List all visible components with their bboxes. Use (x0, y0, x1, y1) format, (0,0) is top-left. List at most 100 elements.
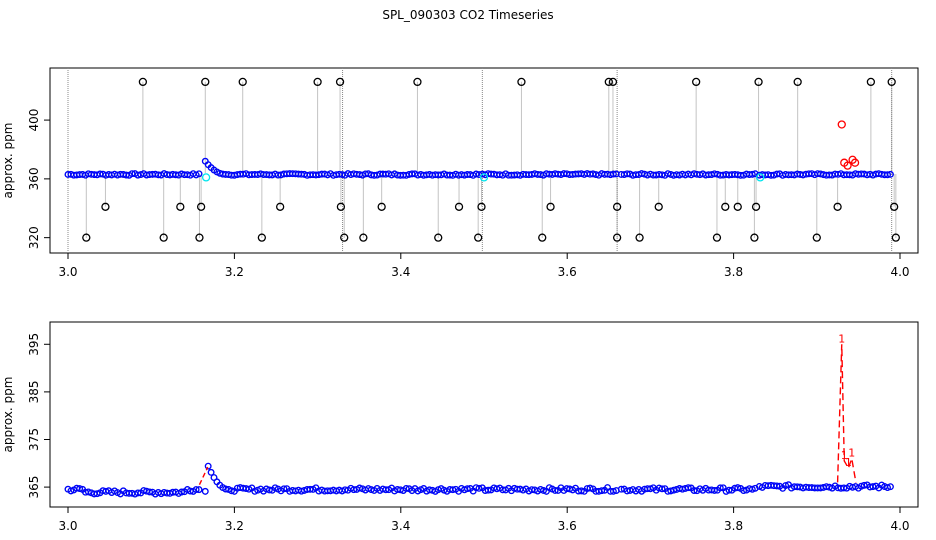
x-tick-label: 3.6 (558, 265, 577, 279)
data-point (782, 482, 790, 489)
data-point-outlier (477, 202, 486, 211)
data-point (280, 485, 288, 493)
plot-frame (49, 321, 919, 508)
plot-frame (49, 67, 919, 254)
data-point-outlier (454, 202, 464, 211)
data-point-outlier (434, 233, 443, 242)
data-point-cyan (201, 173, 211, 182)
data-point (84, 488, 92, 496)
y-tick-label: 365 (27, 476, 41, 499)
data-point (551, 486, 559, 494)
data-point (228, 487, 235, 495)
data-point-outlier (721, 202, 730, 211)
x-tick-label: 4.0 (890, 519, 909, 533)
data-point-outlier (377, 202, 386, 211)
data-point (207, 468, 215, 476)
data-point-red (837, 120, 846, 129)
red-series-label: 1 (848, 447, 855, 460)
data-point (222, 485, 230, 493)
y-tick-label: 375 (27, 428, 41, 451)
data-point-outlier (833, 202, 842, 211)
data-point (195, 170, 203, 178)
data-point-cyan (756, 173, 765, 182)
data-point-outlier (340, 233, 349, 242)
y-axis-label: approx. ppm (1, 123, 15, 199)
data-point-outlier (866, 77, 876, 87)
data-point (265, 486, 273, 494)
data-point (716, 484, 724, 492)
data-point (658, 485, 666, 493)
data-point-outlier (890, 202, 899, 211)
data-point (886, 170, 894, 178)
panel-bottom: 3.0 3.2 3.4 3.6 3.8 4.0 365 375 385 395 approx. pp… (1, 321, 919, 533)
data-point-outlier (608, 77, 618, 87)
data-point (711, 486, 718, 494)
data-point-outlier (82, 233, 91, 242)
data-point-outlier (176, 202, 185, 211)
data-point-outlier (812, 233, 821, 242)
x-tick-label: 3.0 (58, 265, 77, 279)
data-point (884, 171, 891, 179)
data-point-outlier (604, 77, 613, 87)
data-point-outlier (754, 77, 763, 87)
data-point-outlier (635, 233, 644, 242)
x-tick-label: 3.8 (724, 519, 743, 533)
data-point-outlier (612, 202, 622, 211)
data-point-outlier (257, 233, 267, 242)
data-point-outlier (413, 77, 422, 87)
y-tick-label: 400 (27, 109, 41, 132)
data-point-outlier (692, 77, 701, 87)
data-point (598, 487, 606, 495)
data-point (192, 486, 200, 493)
data-point-outlier (733, 202, 742, 211)
data-point-outlier (517, 77, 526, 87)
x-tick-label: 3.8 (724, 265, 743, 279)
data-point-outlier (891, 233, 900, 242)
red-series-label: 1 (845, 456, 852, 469)
data-point-outlier (538, 233, 547, 242)
data-point-outlier (138, 77, 148, 87)
data-point (609, 487, 617, 495)
data-point (540, 487, 547, 494)
data-point (690, 487, 698, 494)
data-point-outlier (712, 233, 722, 242)
data-point (201, 487, 209, 495)
y-tick-label: 360 (27, 167, 41, 190)
red-series-line (836, 344, 857, 483)
data-point-outlier (750, 233, 759, 242)
data-point (475, 484, 483, 492)
data-point (577, 487, 585, 495)
data-point (773, 482, 781, 490)
x-tick-label: 3.6 (558, 519, 577, 533)
data-point (76, 485, 84, 493)
data-point (178, 488, 186, 496)
data-point-outlier (612, 233, 622, 242)
y-tick-label: 320 (27, 226, 41, 249)
data-point-outlier (195, 233, 204, 242)
y-axis-label: approx. ppm (1, 377, 15, 453)
data-point (751, 170, 759, 178)
data-point (884, 484, 891, 492)
chart-title: SPL_090303 CO2 Timeseries (382, 8, 554, 22)
panel-top: 3.0 3.2 3.4 3.6 3.8 4.0 320 360 400 approx. ppm (1, 67, 919, 279)
data-point-red (843, 161, 852, 170)
data-point-cyan (479, 173, 489, 182)
data-point (146, 488, 153, 496)
data-point-outlier (751, 202, 761, 211)
data-point-outlier (101, 202, 110, 211)
data-point (586, 484, 594, 492)
x-tick-label: 3.2 (225, 265, 244, 279)
red-series-label: 1 (841, 449, 848, 462)
data-point (684, 484, 692, 492)
data-point (356, 484, 364, 492)
data-point (617, 485, 625, 493)
data-point-outlier (336, 202, 346, 211)
data-point (93, 490, 101, 498)
x-tick-label: 3.0 (58, 519, 77, 533)
data-point (860, 481, 868, 489)
data-point (748, 170, 756, 178)
data-point-outlier (159, 233, 168, 242)
data-point (204, 462, 212, 470)
x-tick-label: 3.2 (225, 519, 244, 533)
